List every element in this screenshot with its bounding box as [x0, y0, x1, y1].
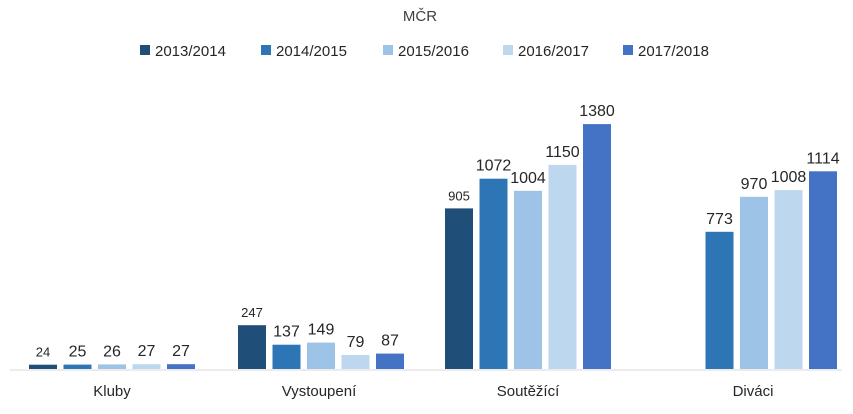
bar-soutěžící-2014-2015 [479, 178, 508, 369]
legend: 2013/2014 2014/2015 2015/2016 2016/2017 2017… [140, 43, 709, 60]
bar-vystoupení-2017-2018 [376, 353, 404, 369]
bar-kluby-2013-2014 [29, 364, 57, 369]
legend-label-2016-2017: 2016/2017 [518, 43, 589, 60]
bar-soutěžící-2015-2016 [514, 190, 542, 369]
data-label-kluby-2016-2017: 27 [138, 343, 156, 360]
data-label-kluby-2013-2014: 24 [36, 345, 50, 360]
legend-swatch-2013-2014 [140, 45, 150, 55]
bar-vystoupení-2014-2015 [272, 344, 301, 369]
data-label-soutěžící-2017-2018: 1380 [579, 103, 615, 120]
data-label-diváci-2016-2017: 1008 [771, 169, 807, 186]
legend-swatch-2014-2015 [261, 45, 271, 55]
bar-kluby-2017-2018 [167, 364, 195, 369]
data-label-vystoupení-2014-2015: 137 [273, 324, 300, 341]
data-label-vystoupení-2017-2018: 87 [381, 333, 399, 350]
data-label-vystoupení-2015-2016: 149 [308, 322, 335, 339]
legend-swatch-2016-2017 [503, 45, 513, 55]
bar-vystoupení-2015-2016 [307, 342, 335, 369]
bar-soutěžící-2013-2014 [445, 208, 473, 369]
legend-label-2015-2016: 2015/2016 [398, 43, 469, 60]
data-label-soutěžící-2014-2015: 1072 [476, 158, 512, 175]
legend-swatch-2015-2016 [383, 45, 393, 55]
category-labels: Kluby Vystoupení Soutěžící Diváci [93, 383, 773, 400]
bar-soutěžící-2017-2018 [583, 124, 611, 369]
chart-title: MČR [403, 8, 437, 25]
bar-vystoupení-2016-2017 [341, 355, 370, 369]
legend-label-2017-2018: 2017/2018 [638, 43, 709, 60]
data-label-soutěžící-2013-2014: 905 [448, 188, 470, 203]
data-label-soutěžící-2015-2016: 1004 [510, 170, 546, 187]
bar-soutěžící-2016-2017 [548, 164, 577, 369]
data-label-vystoupení-2016-2017: 79 [347, 334, 365, 351]
bar-kluby-2014-2015 [63, 364, 92, 369]
bar-vystoupení-2013-2014 [238, 325, 266, 369]
bar-diváci-2015-2016 [740, 196, 768, 369]
data-label-diváci-2015-2016: 970 [741, 176, 768, 193]
bars [29, 124, 837, 369]
data-label-soutěžící-2016-2017: 1150 [545, 144, 580, 161]
legend-label-2014-2015: 2014/2015 [276, 43, 347, 60]
data-label-vystoupení-2013-2014: 247 [241, 305, 263, 320]
category-label-kluby: Kluby [93, 383, 131, 400]
bar-diváci-2016-2017 [774, 190, 803, 369]
bar-kluby-2016-2017 [132, 364, 161, 369]
legend-swatch-2017-2018 [623, 45, 633, 55]
data-label-kluby-2014-2015: 25 [69, 344, 87, 361]
data-label-kluby-2015-2016: 26 [103, 343, 121, 360]
category-label-diváci: Diváci [733, 383, 774, 400]
bar-diváci-2014-2015 [705, 231, 734, 369]
bar-diváci-2017-2018 [809, 171, 837, 369]
category-label-soutěžící: Soutěžící [497, 383, 560, 400]
category-label-vystoupení: Vystoupení [282, 383, 357, 400]
data-label-diváci-2017-2018: 1114 [806, 150, 839, 167]
data-label-kluby-2017-2018: 27 [172, 343, 190, 360]
legend-label-2013-2014: 2013/2014 [155, 43, 226, 60]
data-label-diváci-2014-2015: 773 [706, 211, 733, 228]
bar-kluby-2015-2016 [98, 364, 126, 369]
